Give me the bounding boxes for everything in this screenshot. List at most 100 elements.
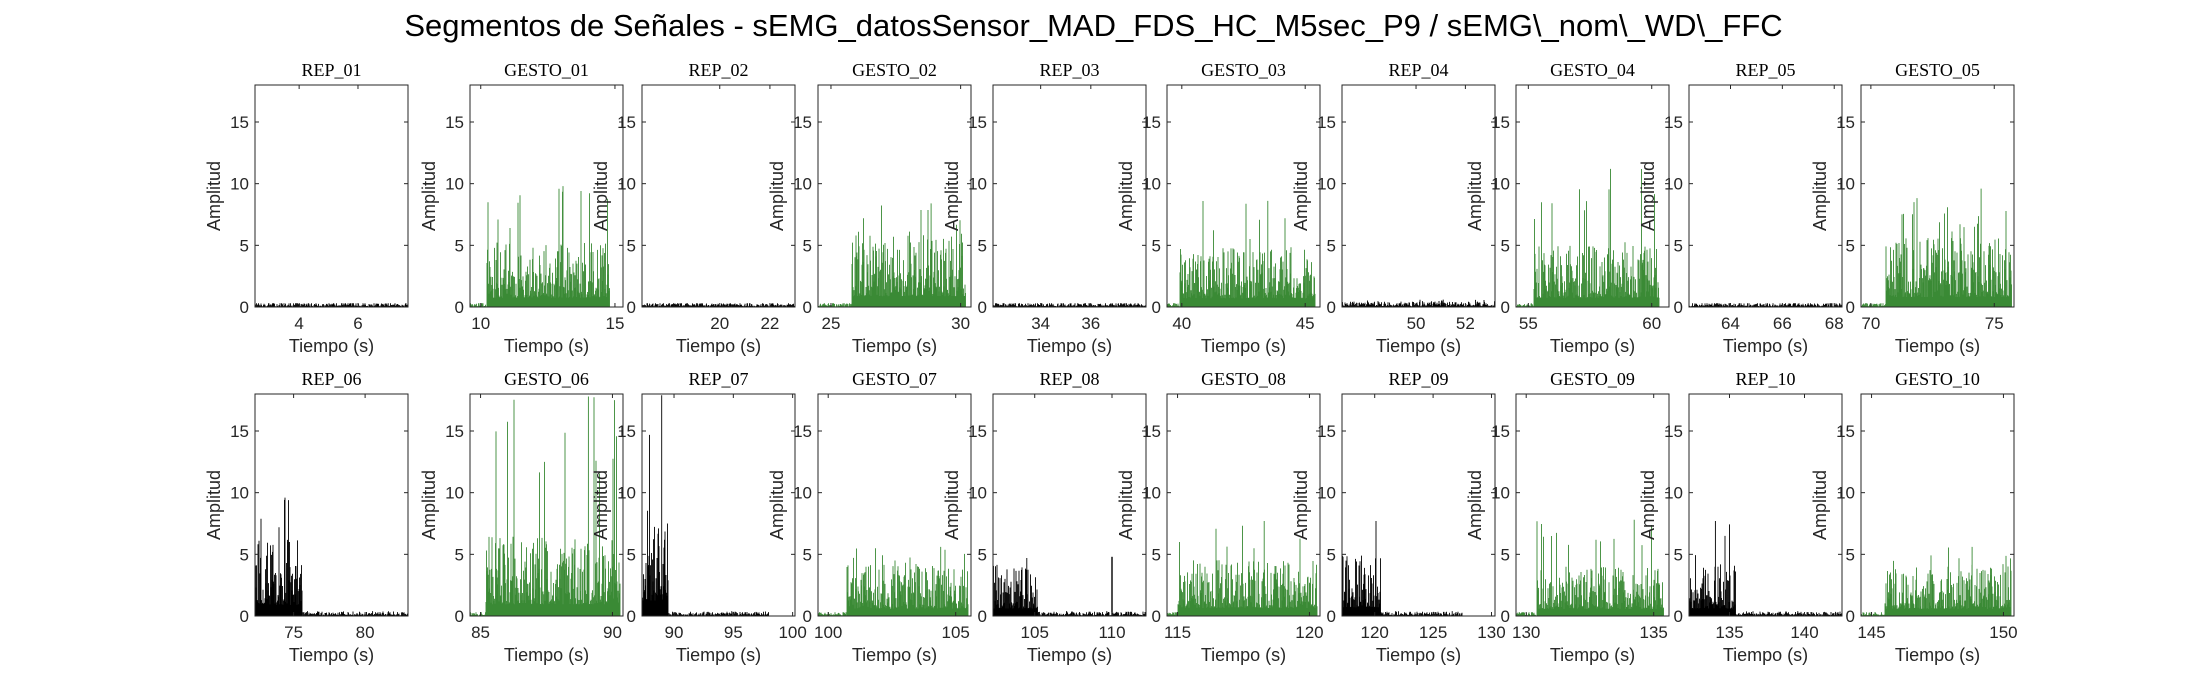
x-axis-label: Tiempo (s): [1201, 645, 1286, 665]
axes-background: [1342, 85, 1495, 307]
y-tick-label: 0: [803, 607, 812, 626]
x-tick-label: 50: [1407, 314, 1426, 333]
x-tick-label: 6: [353, 314, 362, 333]
y-tick-label: 10: [968, 175, 987, 194]
y-axis-label: Amplitud: [767, 161, 787, 231]
subplot-title: GESTO_07: [852, 369, 937, 389]
x-tick-label: 75: [284, 623, 303, 642]
subplot-title: REP_05: [1735, 60, 1795, 80]
y-axis-label: Amplitud: [591, 470, 611, 540]
y-tick-label: 0: [1846, 298, 1855, 317]
y-tick-label: 10: [1664, 484, 1683, 503]
y-tick-label: 10: [1142, 175, 1161, 194]
y-tick-label: 5: [240, 545, 249, 564]
y-tick-label: 0: [1327, 607, 1336, 626]
subplot-rep-01: 0 5 10 15 4 6 REP_01 Tiempo (s) Amplitud: [204, 60, 409, 356]
subplot-rep-08: 0 5 10 15 105 110 REP_08 Tiempo (s) Amplitud: [942, 369, 1147, 665]
y-tick-label: 5: [627, 545, 636, 564]
y-axis-label: Amplitud: [1291, 161, 1311, 231]
y-axis-label: Amplitud: [942, 470, 962, 540]
x-tick-label: 105: [942, 623, 970, 642]
axes-frame: [1515, 393, 1670, 617]
x-tick-label: 64: [1721, 314, 1740, 333]
y-tick-label: 10: [1836, 175, 1855, 194]
y-tick-label: 15: [793, 113, 812, 132]
figure-title: Segmentos de Señales - sEMG_datosSensor_…: [404, 8, 1783, 43]
y-tick-label: 10: [1491, 484, 1510, 503]
x-axis-label: Tiempo (s): [289, 336, 374, 356]
y-tick-label: 5: [978, 545, 987, 564]
axes-frame: [1166, 84, 1321, 308]
y-tick-label: 5: [1846, 545, 1855, 564]
x-axis-label: Tiempo (s): [852, 336, 937, 356]
axes-frame: [992, 84, 1147, 308]
y-tick-label: 15: [1664, 113, 1683, 132]
axes-frame: [1860, 393, 2015, 617]
y-tick-label: 5: [1327, 545, 1336, 564]
x-tick-label: 130: [1512, 623, 1540, 642]
x-tick-label: 25: [822, 314, 841, 333]
subplot-title: GESTO_06: [504, 369, 589, 389]
subplot-title: REP_10: [1735, 369, 1795, 389]
subplot-gesto-07: 0 5 10 15 100 105 GESTO_07 Tiempo (s) Amplitud: [767, 369, 972, 665]
y-tick-label: 15: [968, 422, 987, 441]
y-tick-label: 15: [1142, 422, 1161, 441]
x-tick-label: 40: [1172, 314, 1191, 333]
axes-background: [1689, 85, 1842, 307]
axes-background: [1167, 394, 1320, 616]
subplot-rep-09: 0 5 10 15 120 125 130 REP_09 Tiempo (s) Amplitud: [1291, 369, 1506, 665]
subplot-gesto-04: 0 5 10 15 55 60 GESTO_04 Tiempo (s) Amplitud: [1465, 60, 1670, 356]
y-tick-label: 15: [1491, 422, 1510, 441]
subplot-rep-10: 0 5 10 15 135 140 REP_10 Tiempo (s) Amplitud: [1638, 369, 1843, 665]
x-tick-label: 150: [1989, 623, 2017, 642]
x-axis-label: Tiempo (s): [1895, 336, 1980, 356]
subplot-title: REP_09: [1388, 369, 1448, 389]
axes-frame: [1860, 84, 2015, 308]
y-axis-label: Amplitud: [767, 470, 787, 540]
y-tick-label: 15: [1142, 113, 1161, 132]
axes-frame: [641, 84, 796, 308]
y-tick-label: 15: [617, 422, 636, 441]
x-tick-label: 100: [778, 623, 806, 642]
axes-background: [1342, 394, 1495, 616]
y-tick-label: 15: [445, 422, 464, 441]
subplot-title: GESTO_01: [504, 60, 589, 80]
axes-background: [1861, 394, 2014, 616]
subplot-gesto-10: 0 5 10 15 145 150 GESTO_10 Tiempo (s) Amplitud: [1810, 369, 2018, 665]
y-axis-label: Amplitud: [1810, 470, 1830, 540]
x-axis-label: Tiempo (s): [1027, 336, 1112, 356]
x-tick-label: 115: [1164, 623, 1191, 642]
subplot-gesto-06: 0 5 10 15 85 90 GESTO_06 Tiempo (s) Amplitud: [419, 369, 624, 665]
y-tick-label: 15: [617, 113, 636, 132]
y-tick-label: 15: [1836, 422, 1855, 441]
y-tick-label: 10: [230, 484, 249, 503]
x-tick-label: 125: [1419, 623, 1447, 642]
y-axis-label: Amplitud: [1638, 470, 1658, 540]
subplot-title: GESTO_02: [852, 60, 937, 80]
y-tick-label: 5: [803, 236, 812, 255]
axes-frame: [992, 393, 1147, 617]
x-tick-label: 145: [1857, 623, 1885, 642]
x-tick-label: 30: [951, 314, 970, 333]
x-tick-label: 100: [814, 623, 842, 642]
y-axis-label: Amplitud: [204, 161, 224, 231]
y-axis-label: Amplitud: [591, 161, 611, 231]
y-tick-label: 10: [1142, 484, 1161, 503]
y-tick-label: 0: [455, 607, 464, 626]
x-tick-label: 22: [760, 314, 779, 333]
y-axis-label: Amplitud: [942, 161, 962, 231]
subplot-rep-03: 0 5 10 15 34 36 REP_03 Tiempo (s) Amplitud: [942, 60, 1147, 356]
subplot-rep-07: 0 5 10 15 90 95 100 REP_07 Tiempo (s) Amplitud: [591, 369, 807, 665]
y-tick-label: 5: [1674, 236, 1683, 255]
subplot-title: REP_07: [688, 369, 748, 389]
x-tick-label: 34: [1031, 314, 1050, 333]
subplot-title: GESTO_05: [1895, 60, 1980, 80]
x-tick-label: 4: [294, 314, 303, 333]
x-tick-label: 90: [603, 623, 622, 642]
axes-frame: [254, 393, 409, 617]
x-tick-label: 52: [1456, 314, 1475, 333]
subplot-title: GESTO_03: [1201, 60, 1286, 80]
subplot-gesto-02: 0 5 10 15 25 30 GESTO_02 Tiempo (s) Amplitud: [767, 60, 972, 356]
subplot-rep-06: 0 5 10 15 75 80 REP_06 Tiempo (s) Amplitud: [204, 369, 409, 665]
x-axis-label: Tiempo (s): [1723, 336, 1808, 356]
